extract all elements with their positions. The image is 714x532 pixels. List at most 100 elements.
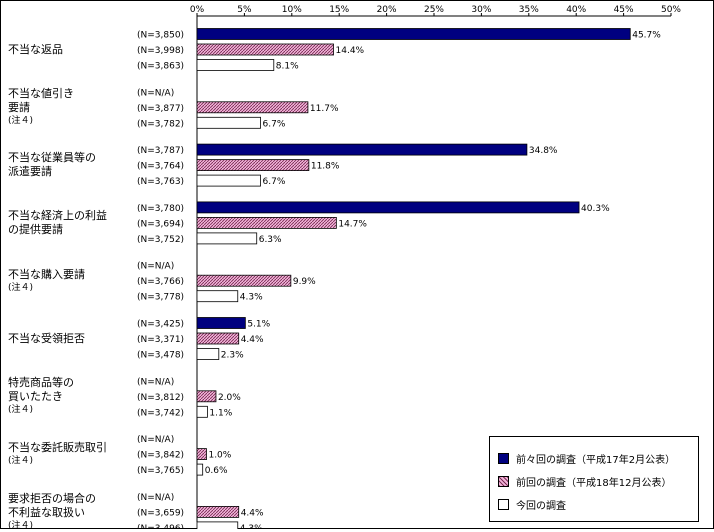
- sample-size-label: (N=3,780): [137, 204, 184, 214]
- category-label-line: 派遣要請: [8, 165, 52, 179]
- bar: [196, 232, 258, 245]
- value-label: 6.3%: [259, 235, 282, 245]
- sample-size-label: (N=3,752): [137, 235, 184, 245]
- sample-size-label: (N=3,659): [137, 508, 184, 518]
- category-label-line: 買いたたき: [8, 390, 63, 404]
- x-tick-label: 40%: [566, 5, 586, 15]
- value-label: 1.1%: [209, 408, 232, 418]
- x-tick-label: 30%: [471, 5, 491, 15]
- value-label: 34.8%: [529, 146, 558, 156]
- sample-size-label: (N=3,842): [137, 451, 184, 461]
- category-note: (注４): [8, 116, 34, 127]
- category-label-line: 不利益な取扱い: [8, 505, 85, 519]
- sample-size-label: (N=3,694): [137, 219, 184, 229]
- bar: [196, 348, 220, 360]
- category-note: (注４): [8, 405, 34, 416]
- category-label-line: 不当な受領拒否: [8, 331, 85, 345]
- bar: [196, 174, 261, 187]
- bar: [196, 59, 275, 71]
- category-label-line: 不当な購入要請: [8, 267, 85, 281]
- sample-size-label: (N=3,764): [137, 162, 184, 172]
- x-tick-label: 20%: [377, 5, 397, 15]
- bar: [196, 101, 309, 114]
- legend-swatch-white: [498, 499, 509, 510]
- legend-label: 前々回の調査（平成17年2月公表）: [516, 455, 676, 466]
- category-label: 不当な委託販売取引 (注４): [8, 441, 107, 467]
- bar: [196, 216, 337, 229]
- sample-size-label: (N=3,765): [137, 466, 184, 476]
- sample-size-label: (N=N/A): [137, 88, 174, 98]
- sample-size-label: (N=3,496): [137, 524, 184, 529]
- legend-item-current: 今回の調査: [498, 499, 566, 513]
- legend-label: 前回の調査（平成18年12月公表）: [516, 478, 672, 489]
- category-label: 不当な購入要請 (注４): [8, 268, 85, 294]
- category-label: 不当な経済上の利益 の提供要請: [8, 209, 107, 237]
- legend-item-previous: 前回の調査（平成18年12月公表）: [498, 476, 671, 490]
- bar: [196, 463, 204, 476]
- bar: [196, 143, 528, 156]
- sample-size-label: (N=3,425): [137, 320, 184, 330]
- sample-size-label: (N=3,763): [137, 177, 184, 187]
- bar: [196, 28, 631, 40]
- sample-size-label: (N=N/A): [137, 377, 174, 387]
- value-label: 9.9%: [293, 277, 316, 287]
- sample-size-label: (N=3,850): [137, 31, 184, 41]
- category-label: 不当な値引き 要請 (注４): [8, 87, 74, 127]
- sample-size-label: (N=N/A): [137, 262, 174, 272]
- category-note: (注４): [8, 456, 34, 467]
- value-label: 8.1%: [276, 62, 299, 72]
- x-tick-label: 0%: [190, 5, 205, 15]
- value-label: 0.6%: [205, 466, 228, 476]
- value-label: 5.1%: [247, 320, 270, 330]
- category-label-line: の提供要請: [8, 222, 63, 236]
- x-tick-label: 10%: [282, 5, 302, 15]
- x-tick-label: 50%: [661, 5, 681, 15]
- legend-item-previous-previous: 前々回の調査（平成17年2月公表）: [498, 453, 675, 467]
- sample-size-label: (N=3,998): [137, 46, 184, 56]
- category-label-line: 不当な従業員等の: [8, 151, 96, 165]
- bar: [196, 505, 240, 518]
- category-label-line: 不当な値引き: [8, 87, 74, 101]
- category-note: (注４): [8, 282, 34, 293]
- category-label-line: 不当な経済上の利益: [8, 208, 107, 222]
- value-label: 11.7%: [310, 104, 339, 114]
- bar: [196, 521, 239, 529]
- value-label: 4.3%: [240, 524, 263, 529]
- sample-size-label: (N=3,371): [137, 335, 184, 345]
- bar: [196, 43, 334, 56]
- bar: [196, 390, 217, 403]
- sample-size-label: (N=3,863): [137, 62, 184, 72]
- category-label: 不当な返品: [8, 43, 63, 57]
- category-note: (注４): [8, 520, 34, 531]
- value-label: 4.4%: [241, 335, 264, 345]
- bar: [196, 159, 310, 172]
- legend-swatch-hatched-pink: [498, 476, 509, 487]
- category-label-line: 不当な返品: [8, 42, 63, 56]
- bar: [196, 116, 261, 129]
- sample-size-label: (N=3,478): [137, 351, 184, 361]
- sample-size-label: (N=N/A): [137, 435, 174, 445]
- legend-swatch-navy: [498, 453, 509, 464]
- bar: [196, 317, 246, 329]
- category-label: 不当な従業員等の 派遣要請: [8, 151, 96, 179]
- category-label-line: 不当な委託販売取引: [8, 441, 107, 455]
- bar: [196, 405, 208, 418]
- sample-size-label: (N=3,877): [137, 104, 184, 114]
- category-label: 要求拒否の場合の 不利益な取扱い (注４): [8, 492, 96, 532]
- category-label-line: 特売商品等の: [8, 376, 74, 390]
- sample-size-label: (N=N/A): [137, 493, 174, 503]
- value-label: 4.3%: [240, 293, 263, 303]
- legend: 前々回の調査（平成17年2月公表） 前回の調査（平成18年12月公表） 今回の調…: [489, 436, 699, 522]
- x-tick-label: 15%: [329, 5, 349, 15]
- legend-label: 今回の調査: [516, 501, 566, 512]
- value-label: 2.3%: [221, 351, 244, 361]
- sample-size-label: (N=3,787): [137, 146, 184, 156]
- x-tick-label: 45%: [614, 5, 634, 15]
- category-label: 不当な受領拒否: [8, 332, 85, 346]
- x-tick-label: 25%: [424, 5, 444, 15]
- bar: [196, 274, 292, 287]
- value-label: 14.7%: [338, 219, 367, 229]
- bar: [196, 332, 240, 345]
- value-label: 6.7%: [263, 177, 286, 187]
